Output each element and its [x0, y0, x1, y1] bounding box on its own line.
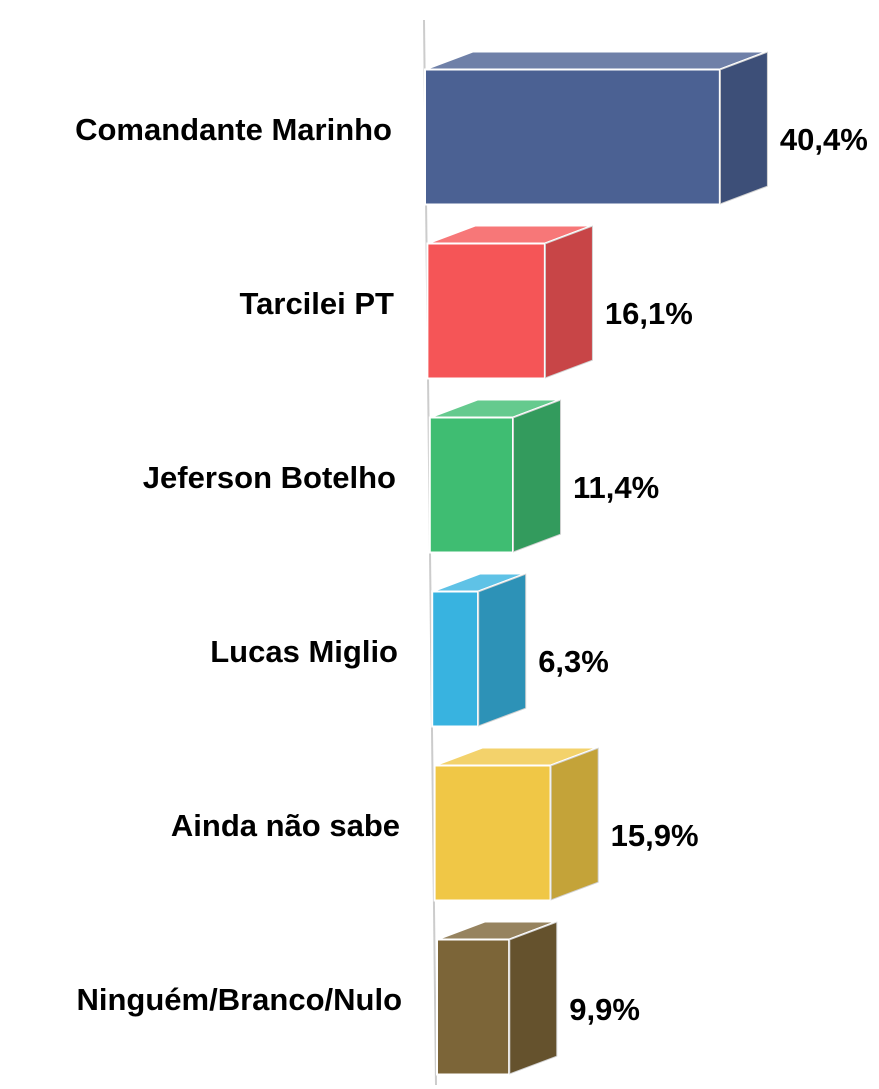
value-label: 40,4% — [780, 122, 868, 157]
bar — [424, 68, 721, 206]
bar-side-shade — [719, 51, 768, 205]
category-label: Jeferson Botelho — [143, 460, 396, 495]
bar-side — [477, 572, 528, 728]
bar — [426, 242, 546, 380]
bar-side-shade — [544, 225, 593, 379]
value-label: 11,4% — [573, 470, 659, 505]
bar-top-shade — [427, 225, 593, 244]
bar-side — [549, 746, 600, 902]
bar-top-shade — [434, 747, 599, 766]
value-label: 16,1% — [605, 296, 693, 331]
bar-side — [508, 920, 559, 1076]
category-label: Tarcilei PT — [240, 286, 395, 321]
value-label: 9,9% — [569, 992, 640, 1027]
category-label: Lucas Miglio — [210, 634, 398, 669]
bar-side-shade — [509, 921, 558, 1075]
category-label: Ninguém/Branco/Nulo — [76, 982, 402, 1017]
bar-side — [543, 224, 594, 380]
bar-side-shade — [478, 573, 527, 727]
value-label: 15,9% — [611, 818, 699, 853]
category-label: Comandante Marinho — [75, 112, 392, 147]
bar-side-shade — [550, 747, 599, 901]
bar — [433, 764, 552, 902]
bar-side — [512, 398, 563, 554]
bar — [431, 590, 480, 728]
bar-top-shade — [425, 51, 768, 70]
category-label: Ainda não sabe — [171, 808, 400, 843]
bar — [436, 938, 511, 1076]
bar-top-shade — [429, 399, 562, 418]
bar — [428, 416, 515, 554]
bar-side — [718, 50, 769, 206]
bar-side-shade — [513, 399, 562, 553]
bar-top-shade — [437, 921, 558, 940]
value-label: 6,3% — [538, 644, 609, 679]
bar-top-shade — [432, 573, 527, 592]
